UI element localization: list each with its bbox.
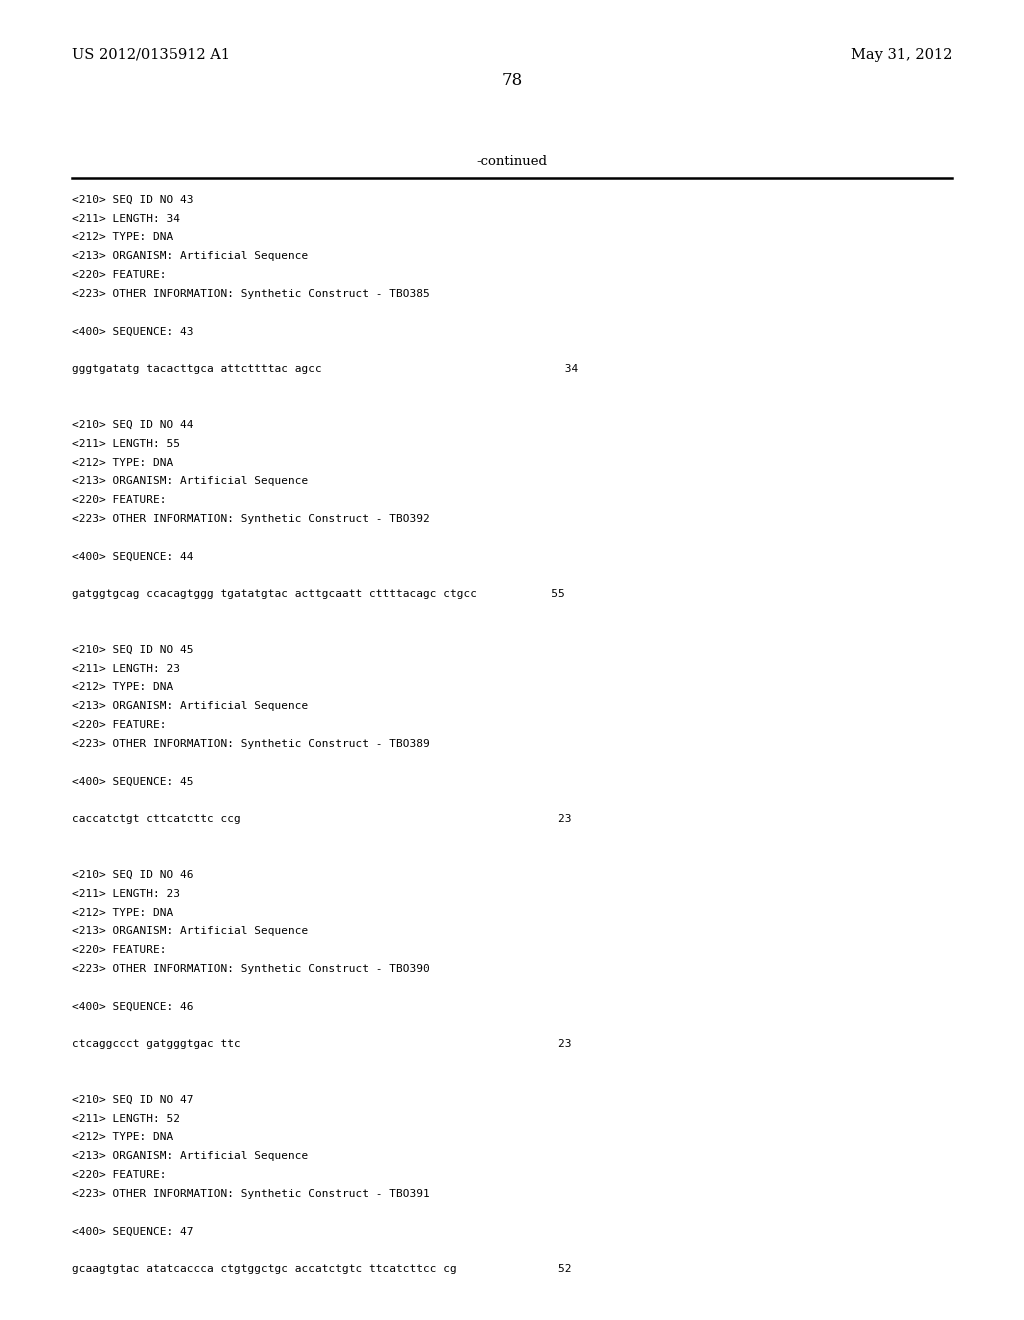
Text: <212> TYPE: DNA: <212> TYPE: DNA <box>72 232 173 243</box>
Text: <210> SEQ ID NO 47: <210> SEQ ID NO 47 <box>72 1096 194 1105</box>
Text: <223> OTHER INFORMATION: Synthetic Construct - TBO392: <223> OTHER INFORMATION: Synthetic Const… <box>72 513 430 524</box>
Text: <211> LENGTH: 52: <211> LENGTH: 52 <box>72 1114 180 1123</box>
Text: <223> OTHER INFORMATION: Synthetic Construct - TBO391: <223> OTHER INFORMATION: Synthetic Const… <box>72 1189 430 1199</box>
Text: <400> SEQUENCE: 46: <400> SEQUENCE: 46 <box>72 1002 194 1011</box>
Text: <212> TYPE: DNA: <212> TYPE: DNA <box>72 458 173 467</box>
Text: caccatctgt cttcatcttc ccg                                               23: caccatctgt cttcatcttc ccg 23 <box>72 813 571 824</box>
Text: <211> LENGTH: 23: <211> LENGTH: 23 <box>72 664 180 673</box>
Text: <400> SEQUENCE: 47: <400> SEQUENCE: 47 <box>72 1226 194 1237</box>
Text: <213> ORGANISM: Artificial Sequence: <213> ORGANISM: Artificial Sequence <box>72 477 308 486</box>
Text: <211> LENGTH: 23: <211> LENGTH: 23 <box>72 888 180 899</box>
Text: <210> SEQ ID NO 44: <210> SEQ ID NO 44 <box>72 420 194 430</box>
Text: 78: 78 <box>502 73 522 88</box>
Text: <400> SEQUENCE: 45: <400> SEQUENCE: 45 <box>72 776 194 787</box>
Text: <400> SEQUENCE: 44: <400> SEQUENCE: 44 <box>72 552 194 561</box>
Text: <212> TYPE: DNA: <212> TYPE: DNA <box>72 682 173 693</box>
Text: <210> SEQ ID NO 46: <210> SEQ ID NO 46 <box>72 870 194 880</box>
Text: <211> LENGTH: 34: <211> LENGTH: 34 <box>72 214 180 224</box>
Text: gggtgatatg tacacttgca attcttttac agcc                                    34: gggtgatatg tacacttgca attcttttac agcc 34 <box>72 364 579 374</box>
Text: <213> ORGANISM: Artificial Sequence: <213> ORGANISM: Artificial Sequence <box>72 927 308 936</box>
Text: <220> FEATURE:: <220> FEATURE: <box>72 1170 167 1180</box>
Text: <212> TYPE: DNA: <212> TYPE: DNA <box>72 1133 173 1143</box>
Text: <223> OTHER INFORMATION: Synthetic Construct - TBO390: <223> OTHER INFORMATION: Synthetic Const… <box>72 964 430 974</box>
Text: <223> OTHER INFORMATION: Synthetic Construct - TBO389: <223> OTHER INFORMATION: Synthetic Const… <box>72 739 430 748</box>
Text: <400> SEQUENCE: 43: <400> SEQUENCE: 43 <box>72 326 194 337</box>
Text: <220> FEATURE:: <220> FEATURE: <box>72 945 167 954</box>
Text: <210> SEQ ID NO 43: <210> SEQ ID NO 43 <box>72 195 194 205</box>
Text: ctcaggccct gatgggtgac ttc                                               23: ctcaggccct gatgggtgac ttc 23 <box>72 1039 571 1049</box>
Text: <223> OTHER INFORMATION: Synthetic Construct - TBO385: <223> OTHER INFORMATION: Synthetic Const… <box>72 289 430 298</box>
Text: <212> TYPE: DNA: <212> TYPE: DNA <box>72 908 173 917</box>
Text: <213> ORGANISM: Artificial Sequence: <213> ORGANISM: Artificial Sequence <box>72 701 308 711</box>
Text: <213> ORGANISM: Artificial Sequence: <213> ORGANISM: Artificial Sequence <box>72 251 308 261</box>
Text: gatggtgcag ccacagtggg tgatatgtac acttgcaatt cttttacagc ctgcc           55: gatggtgcag ccacagtggg tgatatgtac acttgca… <box>72 589 565 599</box>
Text: <210> SEQ ID NO 45: <210> SEQ ID NO 45 <box>72 645 194 655</box>
Text: <211> LENGTH: 55: <211> LENGTH: 55 <box>72 438 180 449</box>
Text: gcaagtgtac atatcaccca ctgtggctgc accatctgtc ttcatcttcc cg               52: gcaagtgtac atatcaccca ctgtggctgc accatct… <box>72 1263 571 1274</box>
Text: <220> FEATURE:: <220> FEATURE: <box>72 719 167 730</box>
Text: -continued: -continued <box>476 154 548 168</box>
Text: <213> ORGANISM: Artificial Sequence: <213> ORGANISM: Artificial Sequence <box>72 1151 308 1162</box>
Text: <220> FEATURE:: <220> FEATURE: <box>72 271 167 280</box>
Text: <220> FEATURE:: <220> FEATURE: <box>72 495 167 506</box>
Text: US 2012/0135912 A1: US 2012/0135912 A1 <box>72 48 230 62</box>
Text: May 31, 2012: May 31, 2012 <box>851 48 952 62</box>
